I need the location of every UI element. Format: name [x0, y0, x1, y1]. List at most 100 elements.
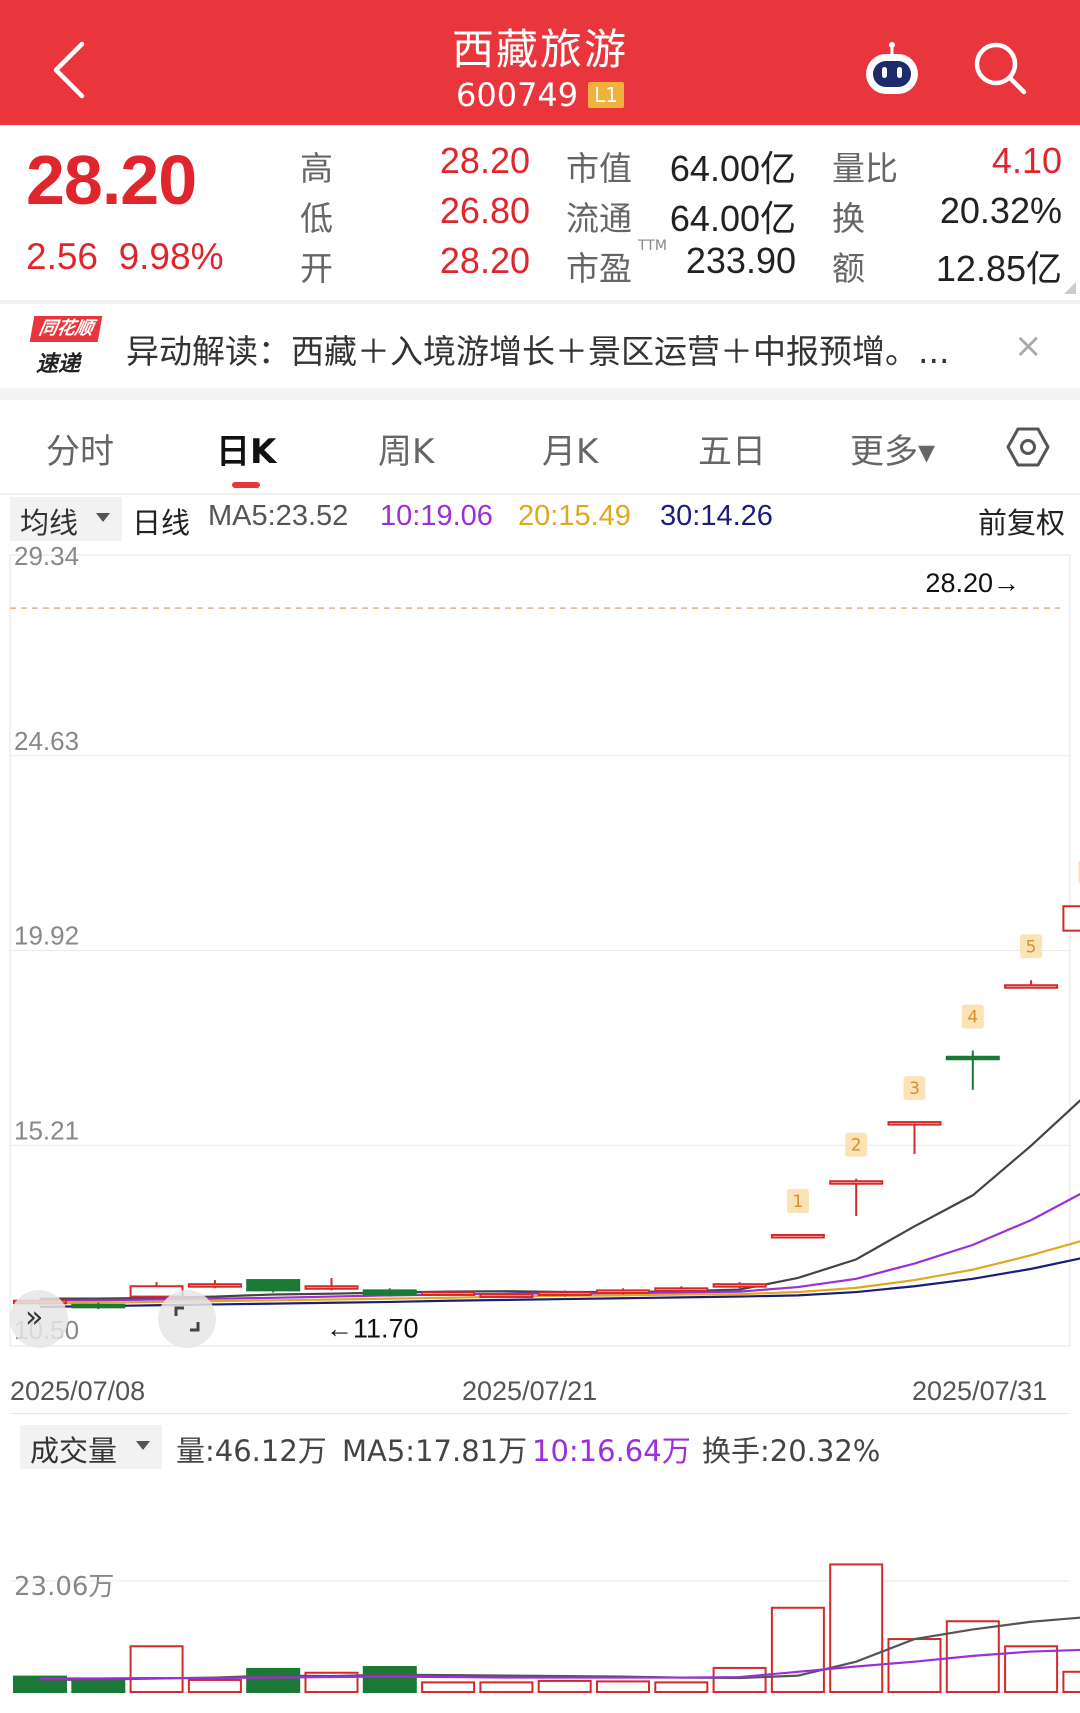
volume-bar	[362, 1665, 417, 1694]
volume-bar	[479, 1681, 534, 1693]
candle	[246, 1279, 301, 1292]
volume-bar	[712, 1666, 767, 1694]
stock-code: 600749	[455, 76, 579, 114]
ma5-line	[40, 1099, 1080, 1300]
candle	[187, 1283, 242, 1288]
volume-bar	[421, 1681, 476, 1693]
market-cap-label: 市值	[566, 149, 632, 188]
candle	[479, 1293, 534, 1299]
fullscreen-button[interactable]	[158, 1290, 216, 1348]
tab-more[interactable]: 更多▾	[850, 432, 936, 472]
change-value: 2.56	[26, 236, 99, 277]
candle	[887, 1121, 942, 1126]
tab-five-day[interactable]: 五日	[698, 432, 766, 472]
indicator-select[interactable]: 均线	[10, 497, 122, 541]
tab-daily-k[interactable]: 日K	[216, 432, 277, 472]
open-value: 28.20	[439, 240, 530, 281]
y-tick-label: 24.63	[14, 726, 79, 756]
ma10-value: 10:19.06	[380, 500, 493, 532]
last-price: 28.20	[26, 141, 197, 219]
date-mid: 2025/07/21	[462, 1376, 598, 1406]
settings-icon[interactable]	[1006, 425, 1050, 469]
expand-corner-icon[interactable]	[1064, 282, 1076, 294]
limit-up-count: 2	[851, 1136, 862, 1156]
caret-down-icon	[96, 513, 110, 522]
float-cap-value: 64.00亿	[669, 198, 796, 239]
price-change: 2.56 9.98%	[26, 236, 224, 278]
candle	[1004, 984, 1059, 989]
limit-up-badge	[1020, 934, 1043, 959]
limit-up-count: 1	[792, 1192, 803, 1212]
volume-bar	[596, 1680, 650, 1693]
ma30-value: 30:14.26	[660, 500, 773, 532]
candle	[71, 1303, 126, 1309]
divider	[10, 1413, 1070, 1414]
volume-chart[interactable]: 23.06万	[0, 1470, 1080, 1713]
candle	[596, 1289, 650, 1294]
market-cap-value: 64.00亿	[669, 148, 796, 189]
divider	[0, 493, 1080, 495]
limit-up-count: 5	[1026, 937, 1037, 957]
back-icon[interactable]	[52, 40, 86, 100]
turnover-label: 换	[832, 199, 865, 238]
candle	[1062, 905, 1080, 932]
tab-monthly-k[interactable]: 月K	[542, 432, 599, 472]
y-tick-label: 29.34	[14, 541, 79, 571]
news-headline[interactable]: 异动解读：西藏＋入境游增长＋景区运营＋中报预增。...	[126, 332, 950, 371]
volume-bar	[537, 1679, 592, 1693]
open-label: 开	[300, 249, 333, 288]
search-icon[interactable]	[972, 40, 1028, 96]
tab-weekly-k[interactable]: 周K	[378, 432, 435, 472]
ma10-line	[39, 1192, 1080, 1302]
candle	[829, 1180, 884, 1185]
ma30-line	[39, 1257, 1080, 1309]
fullscreen-icon	[174, 1306, 200, 1332]
news-logo-top: 同花顺	[29, 316, 103, 342]
volume-bar	[187, 1678, 242, 1693]
volume-value: 量:46.12万	[176, 1434, 327, 1468]
high-value: 28.20	[439, 140, 530, 181]
ma20-line	[39, 1240, 1080, 1305]
volume-indicator-select[interactable]: 成交量	[20, 1425, 162, 1469]
period-label: 日线	[132, 508, 191, 540]
double-chevron-right-icon: »	[25, 1300, 44, 1335]
float-cap-label: 流通	[566, 199, 632, 238]
indicator-select-label: 均线	[20, 506, 79, 540]
pe-label: 市盈	[566, 249, 632, 288]
volume-bar	[1062, 1670, 1080, 1693]
volume-bar	[770, 1606, 825, 1693]
caret-down-icon	[136, 1441, 150, 1450]
date-start: 2025/07/08	[10, 1376, 146, 1406]
robot-assistant-icon[interactable]	[862, 40, 922, 98]
y-tick-label: 19.92	[14, 921, 79, 951]
turnover-rate: 换手:20.32%	[702, 1434, 881, 1468]
level-badge: L1	[588, 82, 625, 108]
tab-intraday[interactable]: 分时	[46, 432, 114, 472]
high-annotation: 28.20→	[925, 568, 1020, 598]
volume-ratio-value: 4.10	[991, 140, 1062, 181]
candle	[362, 1289, 417, 1296]
close-icon[interactable]: ×	[1014, 326, 1043, 366]
volume-bar	[246, 1667, 301, 1693]
volume-ma10: 10:16.64万	[532, 1434, 691, 1468]
candle	[421, 1291, 476, 1296]
news-logo: 同花顺 速递	[28, 316, 104, 377]
low-label: 低	[300, 199, 333, 238]
volume-bar	[129, 1645, 184, 1694]
volume-bar	[829, 1563, 884, 1693]
pe-value: 233.90	[685, 240, 796, 281]
limit-up-badge	[903, 1076, 926, 1101]
adjust-mode[interactable]: 前复权	[978, 508, 1066, 540]
divider	[0, 300, 1080, 304]
volume-ma10-line	[40, 1648, 1080, 1680]
change-percent: 9.98%	[118, 236, 224, 277]
news-logo-bottom: 速递	[36, 352, 81, 377]
y-tick-label: 15.21	[14, 1115, 79, 1145]
volume-ratio-label: 量比	[832, 149, 898, 188]
expand-button[interactable]: »	[10, 1290, 68, 1348]
volume-bar	[654, 1681, 709, 1693]
stock-code-row: 600749 L1	[0, 76, 1080, 114]
candle	[712, 1283, 767, 1288]
limit-up-badge	[786, 1188, 809, 1213]
